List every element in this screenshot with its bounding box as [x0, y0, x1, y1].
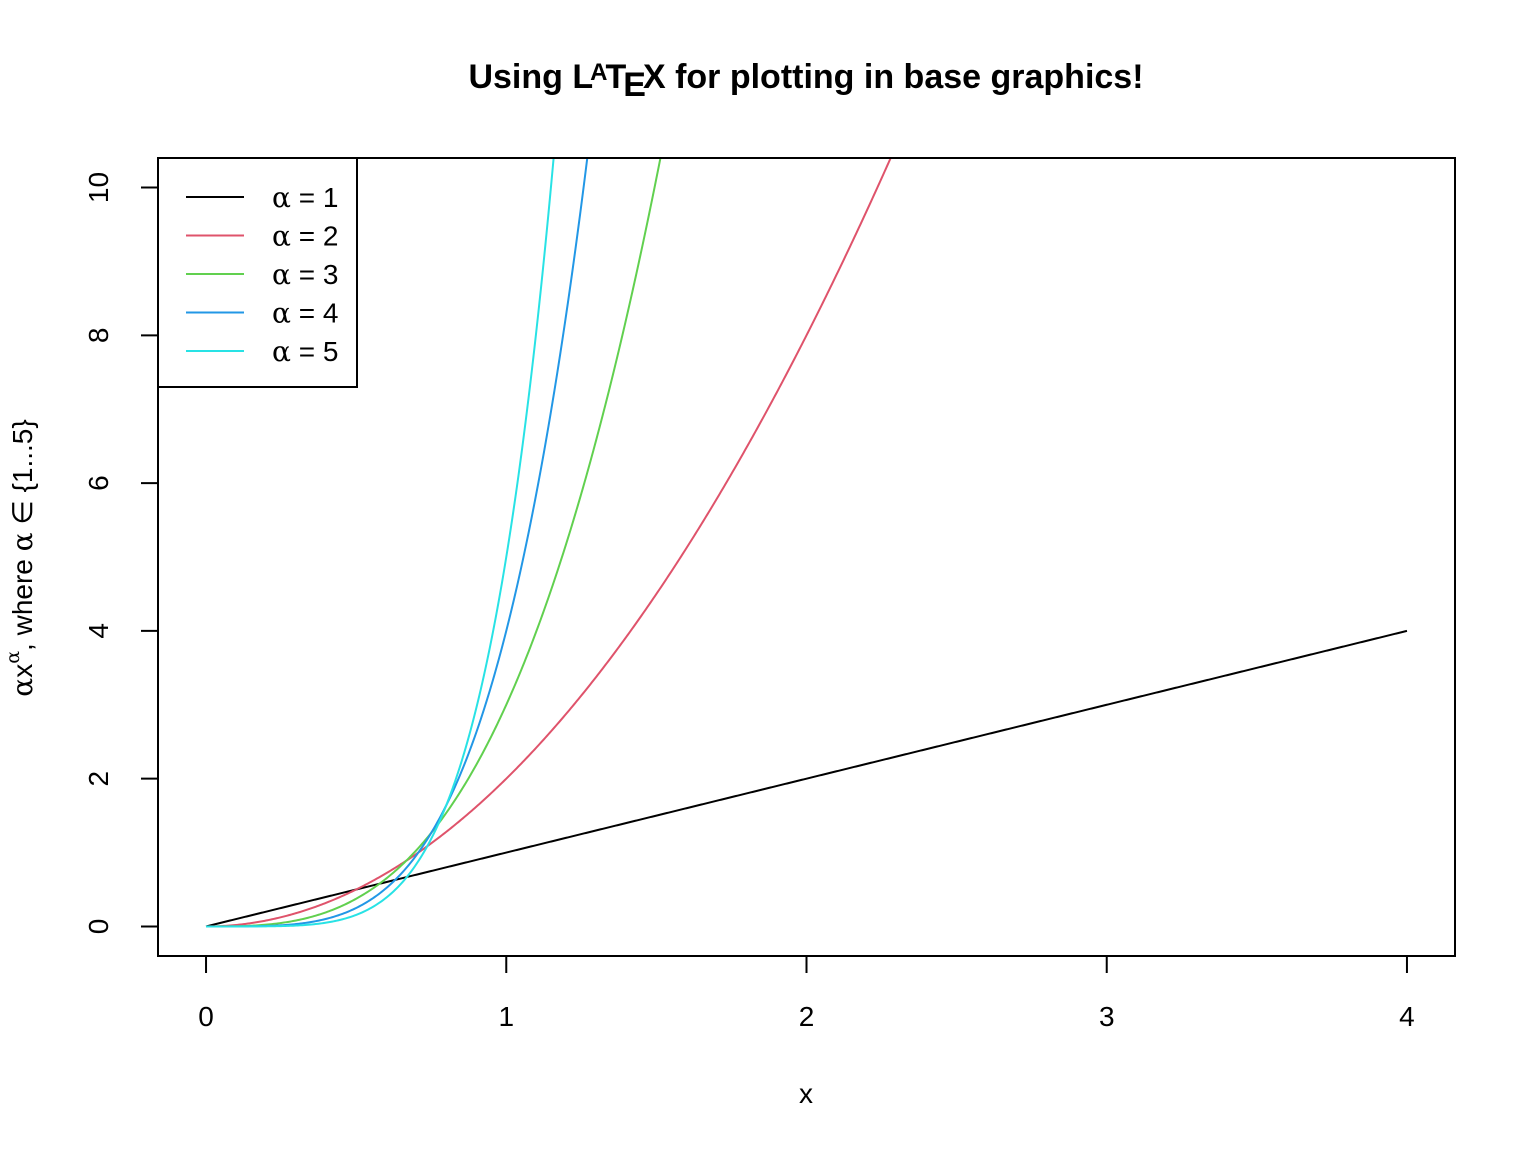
legend-label: α = 4 [272, 297, 338, 330]
y-tick-label: 4 [83, 623, 114, 639]
series-line-alpha-2 [206, 158, 892, 928]
y-tick-label: 2 [83, 771, 114, 787]
series-layer [205, 158, 1408, 928]
x-axis: 0 1 2 3 4 [198, 955, 1415, 1032]
x-tick-label: 1 [498, 1001, 514, 1032]
x-tick-label: 2 [799, 1001, 815, 1032]
legend-label: α = 2 [272, 220, 338, 253]
x-axis-label: x [799, 1078, 813, 1109]
y-axis: 0 2 4 6 8 10 [83, 172, 159, 935]
legend-label: α = 3 [272, 258, 338, 291]
x-tick-label: 3 [1099, 1001, 1115, 1032]
x-tick-label: 4 [1399, 1001, 1415, 1032]
series-line-alpha-4 [206, 158, 589, 928]
y-tick-label: 6 [83, 475, 114, 491]
chart-title: Using LATEX for plotting in base graphic… [468, 58, 1143, 104]
series-line-alpha-3 [206, 158, 662, 928]
y-tick-label: 0 [83, 919, 114, 935]
x-tick-label: 0 [198, 1001, 214, 1032]
y-tick-label: 10 [83, 172, 114, 203]
y-axis-label: αxα, where α ∈ {1...5} [2, 419, 39, 696]
legend-label: α = 5 [272, 335, 338, 368]
legend: α = 1 α = 2 α = 3 α = 4 α = 5 [157, 157, 358, 388]
series-line-alpha-1 [205, 629, 1408, 928]
y-tick-label: 8 [83, 328, 114, 344]
series-line-alpha-5 [206, 158, 555, 928]
legend-label: α = 1 [272, 181, 338, 214]
